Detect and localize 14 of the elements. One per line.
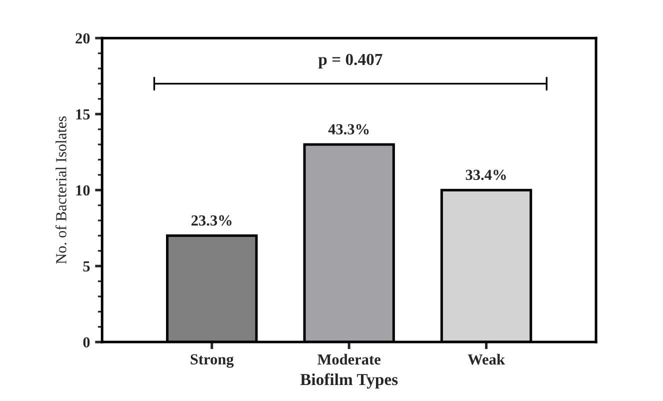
x-axis-title: Biofilm Types: [300, 373, 398, 389]
y-axis-title: No. of Bacterial Isolates: [55, 116, 66, 264]
annotation: 23.3%: [192, 215, 232, 226]
annotation: 43.3%: [328, 124, 369, 134]
x-tick-label: Weak: [468, 354, 505, 365]
y-tick-label: 0: [83, 337, 90, 348]
x-tick-label: Strong: [190, 354, 234, 368]
annotation: 33.4%: [466, 170, 506, 180]
y-tick-label: 20: [76, 33, 90, 44]
y-tick-label: 10: [76, 185, 90, 196]
y-tick-label: 15: [76, 109, 90, 120]
x-tick-label: Moderate: [318, 354, 380, 365]
y-tick-label: 5: [83, 261, 90, 272]
annotation: p = 0.407: [318, 54, 382, 68]
